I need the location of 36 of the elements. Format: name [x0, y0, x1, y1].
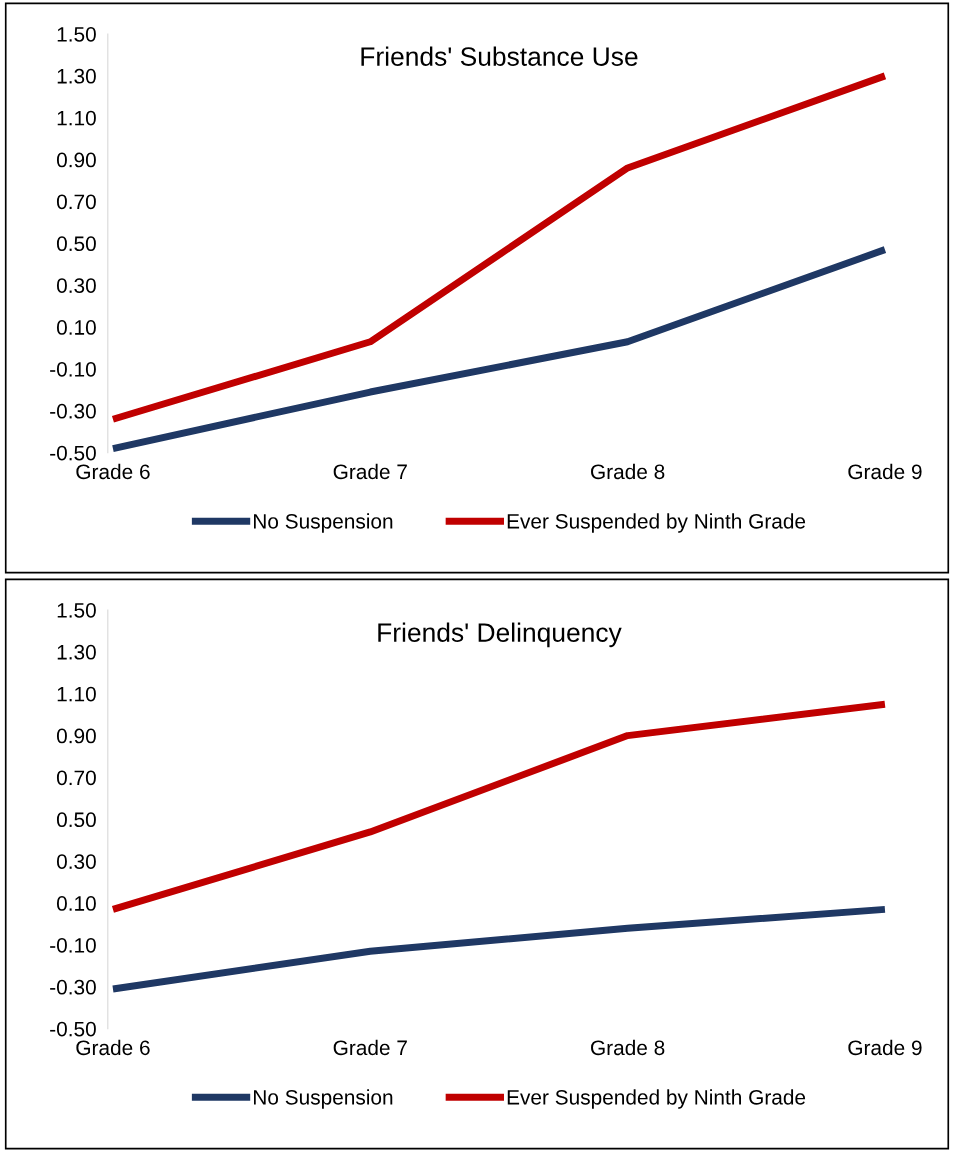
x-tick-label: Grade 6: [76, 1039, 150, 1056]
y-tick-label: 0.10: [56, 320, 96, 335]
y-tick-label: 0.30: [56, 278, 96, 293]
y-tick-label: 1.30: [57, 68, 96, 84]
x-tick-label: Grade 9: [848, 1039, 922, 1056]
y-tick-label: -0.30: [50, 979, 96, 995]
x-tick-label: Grade 7: [333, 1039, 407, 1056]
x-tick-label: Grade 7: [333, 463, 407, 480]
chart-title: Friends' Delinquency: [378, 622, 622, 648]
legend-label: No Suspension: [254, 1089, 393, 1109]
y-tick-label: 0.10: [56, 896, 96, 911]
x-tick-label: Grade 8: [591, 1039, 665, 1056]
legend-label: No Suspension: [254, 513, 393, 533]
y-tick-label: 1.50: [57, 26, 96, 42]
y-tick-label: -0.10: [50, 937, 96, 953]
y-tick-label: 1.10: [57, 110, 96, 126]
y-tick-label: -0.50: [50, 1021, 96, 1037]
y-tick-label: 0.90: [56, 152, 96, 168]
x-tick-label: Grade 9: [848, 463, 922, 480]
y-tick-label: 0.50: [56, 236, 96, 252]
x-tick-label: Grade 8: [591, 463, 665, 480]
y-tick-label: 0.90: [56, 728, 96, 744]
y-tick-label: 0.30: [56, 854, 96, 869]
y-tick-label: 1.50: [57, 602, 96, 618]
legend-label: Ever Suspended by Ninth Grade: [507, 1089, 806, 1109]
y-tick-label: -0.10: [50, 361, 96, 377]
y-tick-label: 1.30: [57, 644, 96, 660]
y-tick-label: 0.70: [56, 194, 96, 210]
y-tick-label: -0.30: [50, 403, 96, 419]
y-tick-label: -0.50: [50, 445, 96, 461]
y-tick-label: 0.70: [56, 770, 96, 786]
y-tick-label: 0.50: [56, 812, 96, 828]
legend-label: Ever Suspended by Ninth Grade: [507, 513, 806, 533]
y-tick-label: 1.10: [57, 686, 96, 702]
x-tick-label: Grade 6: [76, 463, 150, 480]
chart-title: Friends' Substance Use: [361, 46, 638, 66]
